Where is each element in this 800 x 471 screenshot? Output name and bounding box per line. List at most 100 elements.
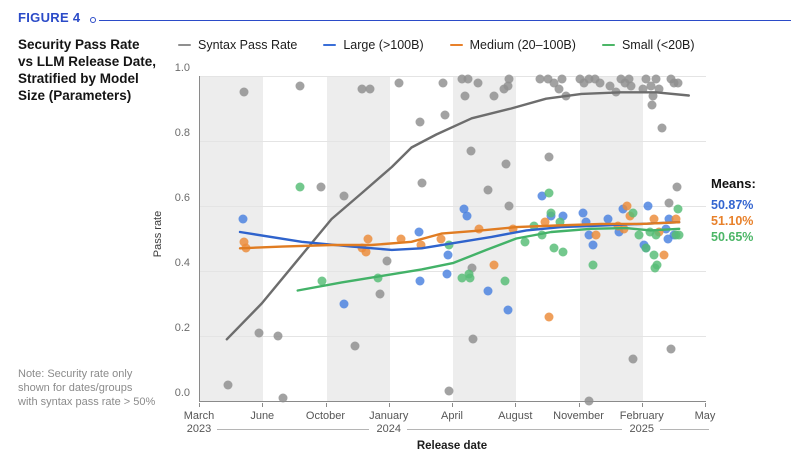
scatter-point bbox=[465, 273, 475, 282]
x-tick-label: October bbox=[305, 410, 346, 422]
scatter-point bbox=[317, 276, 327, 286]
chart-title-line: vs LLM Release Date, bbox=[18, 54, 157, 69]
scatter-point bbox=[641, 243, 651, 253]
y-tick-label: 1.0 bbox=[174, 62, 190, 74]
scatter-point bbox=[537, 191, 547, 201]
year-connector-line bbox=[659, 429, 709, 430]
scatter-point bbox=[504, 74, 514, 84]
x-tick-label: January bbox=[369, 410, 409, 422]
gridline bbox=[200, 141, 706, 142]
scatter-point bbox=[466, 146, 476, 156]
scatter-point bbox=[673, 78, 683, 87]
scatter-point bbox=[443, 250, 453, 260]
x-tick-mark bbox=[515, 403, 517, 407]
x-year-label: 2024 bbox=[376, 423, 401, 435]
x-tick-mark bbox=[199, 403, 200, 407]
scatter-point bbox=[239, 87, 249, 97]
scatter-point bbox=[457, 273, 467, 282]
scatter-point bbox=[503, 81, 513, 91]
scatter-point bbox=[442, 269, 452, 279]
scatter-point bbox=[508, 224, 518, 234]
trend-lines bbox=[225, 91, 690, 341]
scatter-point bbox=[382, 256, 392, 266]
scatter-point bbox=[483, 286, 493, 295]
scatter-point bbox=[473, 78, 483, 87]
plot-area bbox=[199, 74, 706, 406]
legend-dash-icon bbox=[178, 43, 191, 47]
x-tick-mark bbox=[578, 403, 580, 407]
scatter-point bbox=[415, 117, 425, 126]
scatter-point bbox=[628, 354, 638, 364]
scatter-point bbox=[489, 260, 499, 269]
chart-title-line: Security Pass Rate bbox=[18, 37, 140, 52]
scatter-point bbox=[649, 214, 659, 224]
scatter-point bbox=[444, 386, 454, 396]
chart-title-line: Size (Parameters) bbox=[18, 88, 132, 103]
scatter-point bbox=[549, 243, 559, 253]
y-tick-label: 0.2 bbox=[174, 322, 190, 334]
scatter-point bbox=[673, 204, 683, 214]
scatter-point bbox=[672, 182, 682, 191]
x-tick-label: April bbox=[440, 410, 464, 422]
legend-item-label: Large (>100B) bbox=[343, 38, 424, 52]
legend-item-label: Small (<20B) bbox=[621, 38, 695, 52]
legend-item-4: Small (<20B) bbox=[601, 38, 695, 52]
scatter-point bbox=[588, 260, 598, 269]
scatter-point bbox=[415, 276, 425, 286]
scatter-point bbox=[649, 250, 659, 260]
scatter-point bbox=[641, 74, 651, 84]
scatter-point bbox=[595, 78, 605, 87]
scatter-point bbox=[549, 78, 559, 87]
scatter-point bbox=[396, 234, 406, 243]
year-connector-line bbox=[406, 429, 622, 430]
scatter-point bbox=[603, 214, 613, 224]
scatter-point bbox=[605, 81, 615, 91]
scatter-point bbox=[643, 201, 653, 211]
x-tick-mark bbox=[641, 403, 643, 407]
scatter-point bbox=[544, 152, 554, 162]
scatter-point bbox=[544, 312, 554, 321]
scatter-point bbox=[438, 78, 448, 87]
scatter-point bbox=[339, 299, 349, 308]
scatter-point bbox=[581, 217, 591, 227]
means-values: 50.87% 51.10% 50.65% bbox=[711, 197, 756, 245]
scatter-point bbox=[557, 74, 567, 84]
x-tick-label: February bbox=[619, 410, 664, 422]
scatter-point bbox=[363, 234, 373, 243]
scatter-point bbox=[540, 217, 550, 227]
y-tick-label: 0.8 bbox=[174, 127, 190, 139]
gridline bbox=[200, 206, 706, 207]
scatter-point bbox=[500, 276, 510, 286]
scatter-point bbox=[652, 260, 662, 269]
x-tick-mark bbox=[452, 403, 453, 407]
scatter-point bbox=[459, 204, 469, 214]
scatter-point bbox=[590, 74, 600, 84]
scatter-point bbox=[546, 208, 556, 217]
scatter-point bbox=[278, 393, 288, 403]
scatter-point bbox=[535, 74, 545, 84]
scatter-point bbox=[659, 250, 669, 260]
x-tick-label: March bbox=[183, 410, 215, 422]
scatter-point bbox=[555, 217, 565, 227]
scatter-point bbox=[647, 100, 657, 110]
x-tick-label: November bbox=[553, 410, 604, 422]
scatter-point bbox=[489, 91, 499, 100]
scatter-point bbox=[537, 230, 547, 240]
footnote: Note: Security rate only shown for dates… bbox=[18, 367, 178, 409]
scatter-point bbox=[436, 234, 446, 243]
footnote-line: Note: Security rate only bbox=[18, 368, 133, 380]
means-panel: Means: 50.87% 51.10% 50.65% bbox=[711, 176, 756, 245]
scatter-point bbox=[504, 201, 514, 211]
scatter-point bbox=[375, 289, 385, 299]
scatter-point bbox=[273, 331, 283, 341]
scatter-point bbox=[558, 247, 568, 256]
x-tick-label: August bbox=[498, 410, 533, 422]
legend-item-2: Large (>100B) bbox=[323, 38, 424, 52]
x-tick-label: May bbox=[694, 410, 716, 422]
scatter-point bbox=[238, 214, 248, 224]
x-year-label: 2023 bbox=[186, 423, 212, 435]
y-tick-label: 0.6 bbox=[174, 192, 190, 204]
scatter-point bbox=[361, 247, 371, 256]
scatter-point bbox=[622, 201, 632, 211]
